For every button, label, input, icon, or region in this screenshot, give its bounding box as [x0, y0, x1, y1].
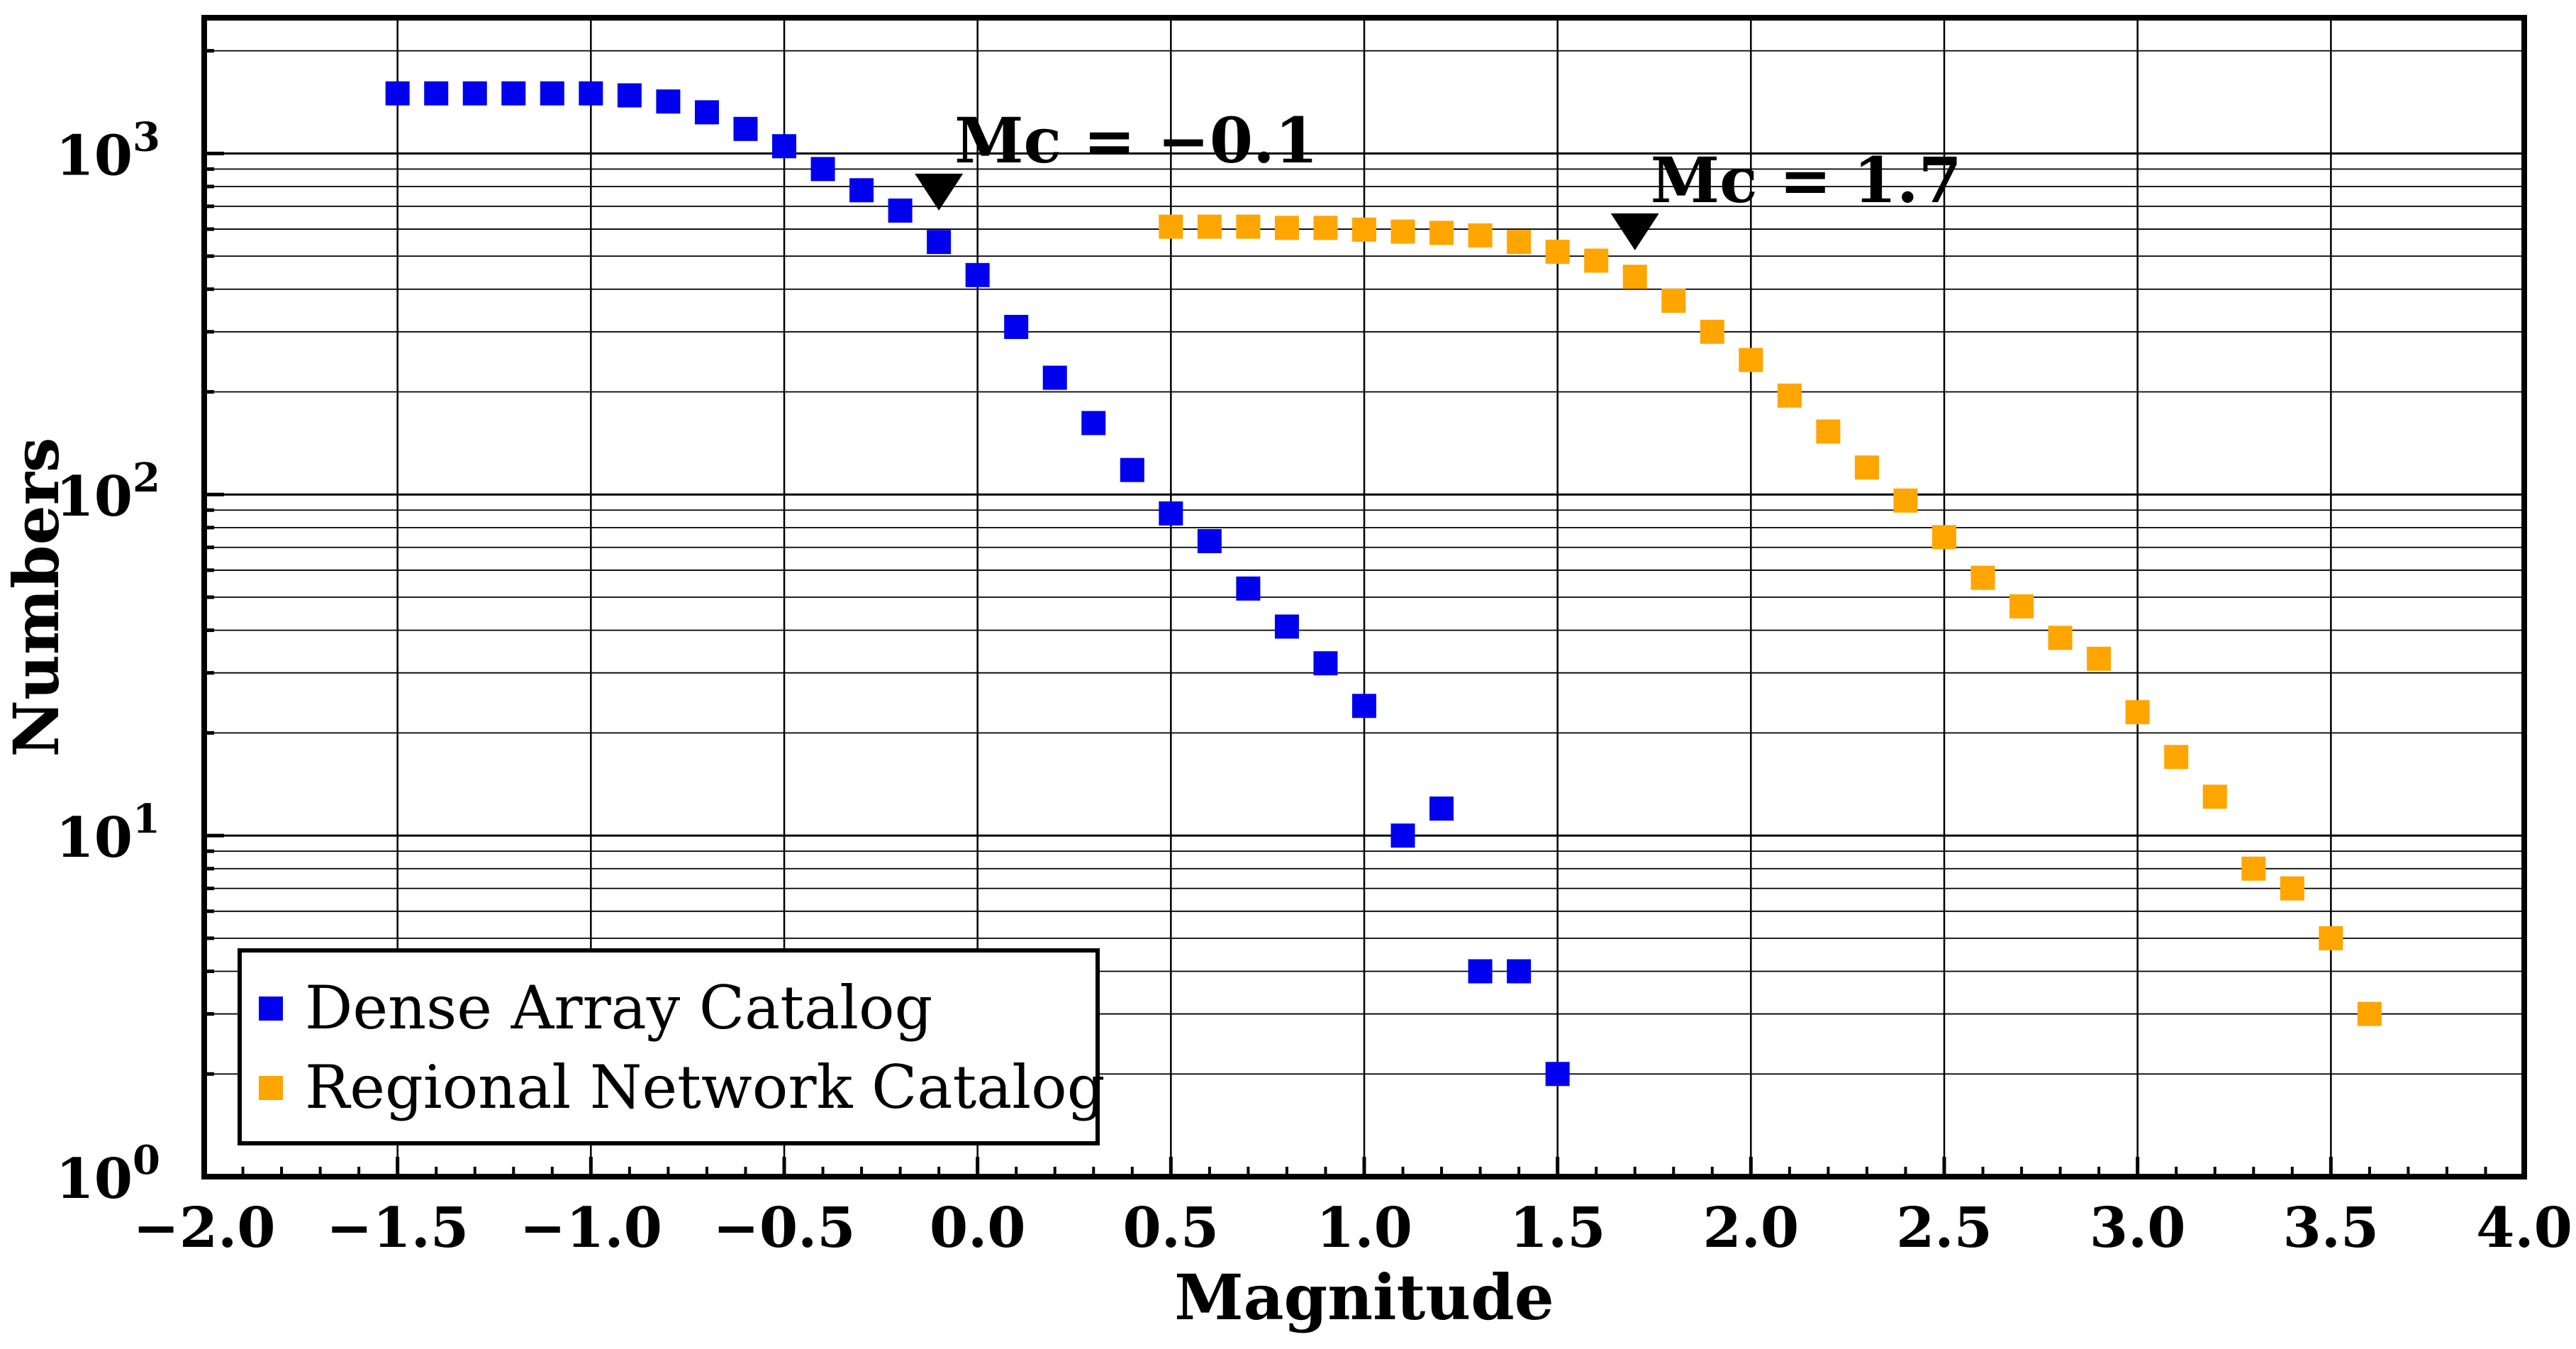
mc-marker-icon: [1610, 213, 1659, 250]
regional-network-point: [1816, 419, 1841, 444]
y-tick-label: 103: [55, 113, 160, 188]
x-tick-label: 2.5: [1896, 1196, 1992, 1260]
x-tick-label: 0.0: [930, 1196, 1026, 1260]
dense-array-point: [1352, 694, 1376, 718]
dense-array-point: [772, 134, 796, 159]
annotations: Mc = −0.1 Mc = 1.7: [915, 104, 1962, 250]
dense-array-point: [1120, 457, 1144, 482]
dense-array-point: [1390, 823, 1415, 848]
dense-array-point: [1081, 411, 1106, 435]
x-tick-label: −0.5: [713, 1196, 855, 1260]
regional-network-point: [1854, 455, 1879, 480]
regional-network-point: [2125, 700, 2150, 725]
regional-network-point: [2202, 784, 2227, 809]
dense-array-point: [849, 178, 874, 203]
x-tick-labels: −2.0 −1.5 −1.0 −0.5 0.0 0.5 1.0 1.5 2.0 2.5 3.0 3.5…: [133, 1196, 2572, 1260]
dense-array-point: [1159, 501, 1183, 526]
dense-array-point: [1468, 959, 1493, 984]
regional-network-point: [1390, 219, 1415, 244]
dense-array-point: [540, 81, 564, 106]
x-axis-title: Magnitude: [1174, 1260, 1554, 1334]
mc-marker-icon: [915, 173, 964, 211]
regional-network-point: [2357, 1001, 2382, 1026]
mc-label: Mc = −0.1: [954, 104, 1318, 177]
dense-array-point: [1429, 796, 1454, 821]
plot-frame: [201, 15, 2527, 1179]
x-tick-label: 3.0: [2090, 1196, 2186, 1260]
dense-array-point: [1197, 528, 1222, 553]
regional-network-point: [1584, 248, 1609, 273]
dense-array-point: [617, 83, 642, 108]
y-axis-title: Numbers: [0, 438, 73, 757]
regional-network-point: [1429, 221, 1454, 245]
regional-network-point: [2280, 876, 2304, 901]
x-tick-label: −1.5: [326, 1196, 469, 1260]
x-tick-label: −1.0: [520, 1196, 662, 1260]
dense-array-point: [656, 89, 681, 114]
regional-network-point: [1274, 216, 1299, 240]
regional-network-point: [1507, 230, 1532, 255]
regional-network-point: [1236, 214, 1261, 239]
dense-array-point: [1507, 959, 1532, 984]
regional-network-point: [2087, 646, 2112, 671]
regional-network-point: [1545, 239, 1570, 264]
x-tick-label: −2.0: [133, 1196, 275, 1260]
dense-array-point: [888, 198, 913, 223]
dense-array-point: [1274, 614, 1299, 639]
y-tick-label: 101: [55, 796, 160, 870]
legend-label: Regional Network Catalog: [305, 1053, 1105, 1122]
regional-network-point: [1970, 565, 1995, 590]
dense-array-point: [927, 230, 952, 255]
x-tick-label: 1.0: [1316, 1196, 1412, 1260]
dense-array-point: [1236, 576, 1261, 601]
legend-label: Dense Array Catalog: [305, 973, 932, 1043]
regional-network-point: [1622, 265, 1647, 289]
x-tick-label: 2.0: [1702, 1196, 1799, 1260]
dense-array-point: [694, 100, 719, 125]
x-tick-label: 3.5: [2282, 1196, 2379, 1260]
legend: Dense Array Catalog Regional Network Cata…: [238, 948, 1105, 1145]
x-tick-label: 4.0: [2476, 1196, 2572, 1260]
regional-network-point: [1352, 217, 1376, 242]
regional-network-point: [1893, 488, 1918, 513]
regional-network-point: [1739, 348, 1763, 372]
dense-array-point: [501, 81, 526, 106]
legend-swatch: [259, 1076, 283, 1100]
regional-network-point: [1468, 223, 1493, 248]
dense-array-point: [462, 81, 487, 106]
regional-network-point: [1313, 216, 1338, 240]
regional-network-point: [1661, 289, 1686, 313]
regional-network-point: [2164, 745, 2189, 770]
dense-array-point: [1042, 365, 1067, 390]
dense-array-point: [965, 262, 990, 287]
dense-array-point: [1004, 314, 1029, 339]
dense-array-point: [733, 116, 758, 141]
regional-network-point: [1932, 525, 1956, 550]
x-tick-label: 0.5: [1122, 1196, 1219, 1260]
x-tick-label: 1.5: [1510, 1196, 1606, 1260]
dense-array-point: [424, 81, 449, 106]
regional-network-point: [1159, 214, 1183, 239]
regional-network-point: [2241, 856, 2266, 881]
regional-network-point: [1700, 319, 1724, 344]
dense-array-point: [810, 157, 835, 182]
legend-box: [238, 948, 1100, 1145]
dense-array-point: [1545, 1062, 1570, 1087]
regional-network-point: [2048, 626, 2073, 650]
dense-array-point: [1313, 651, 1338, 676]
regional-network-point: [1777, 383, 1802, 408]
legend-swatch: [259, 997, 283, 1021]
regional-network-point: [2319, 926, 2343, 950]
regional-network-point: [2009, 594, 2034, 618]
mc-label: Mc = 1.7: [1651, 143, 1962, 217]
dense-array-point: [579, 81, 603, 106]
data-points: [385, 81, 2382, 1087]
dense-array-point: [385, 81, 410, 106]
regional-network-point: [1197, 214, 1222, 239]
